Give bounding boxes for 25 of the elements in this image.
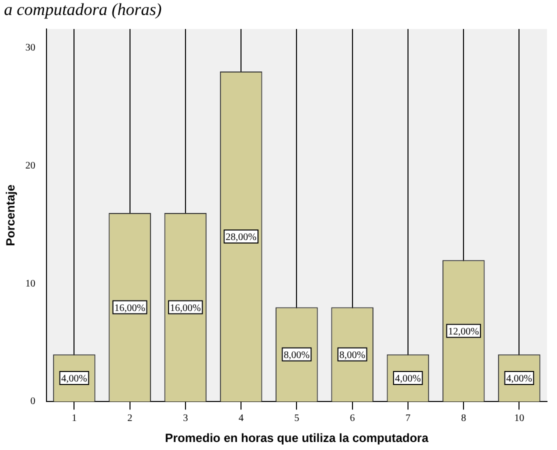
y-tick-label: 20 bbox=[25, 160, 36, 172]
data-label: 4,00% bbox=[61, 374, 88, 385]
x-tick-label: 4 bbox=[238, 413, 244, 424]
data-label: 4,00% bbox=[506, 374, 532, 385]
x-tick-label: 3 bbox=[182, 413, 188, 424]
x-tick-label: 10 bbox=[514, 413, 524, 424]
data-label: 16,00% bbox=[114, 302, 146, 314]
data-label: 4,00% bbox=[395, 374, 421, 385]
data-label: 8,00% bbox=[339, 350, 366, 362]
y-tick-label: 30 bbox=[25, 42, 36, 54]
x-tick-label: 7 bbox=[405, 413, 410, 424]
y-tick-label: 0 bbox=[30, 396, 36, 408]
data-label: 8,00% bbox=[284, 350, 310, 362]
x-tick-label: 8 bbox=[461, 413, 466, 424]
y-tick-label: 10 bbox=[25, 278, 36, 290]
x-axis-title: Promedio en horas que utiliza la computadora bbox=[165, 431, 429, 446]
data-label: 12,00% bbox=[448, 326, 479, 338]
chart-title: a computadora (horas) bbox=[3, 0, 163, 20]
x-tick-label: 1 bbox=[72, 413, 77, 424]
data-label: 16,00% bbox=[170, 302, 201, 314]
y-axis-title: Porcentaje bbox=[4, 184, 18, 246]
x-tick-label: 5 bbox=[294, 413, 300, 424]
x-tick-label: 6 bbox=[350, 413, 355, 424]
data-label: 28,00% bbox=[226, 232, 256, 244]
x-tick-label: 2 bbox=[127, 413, 132, 424]
